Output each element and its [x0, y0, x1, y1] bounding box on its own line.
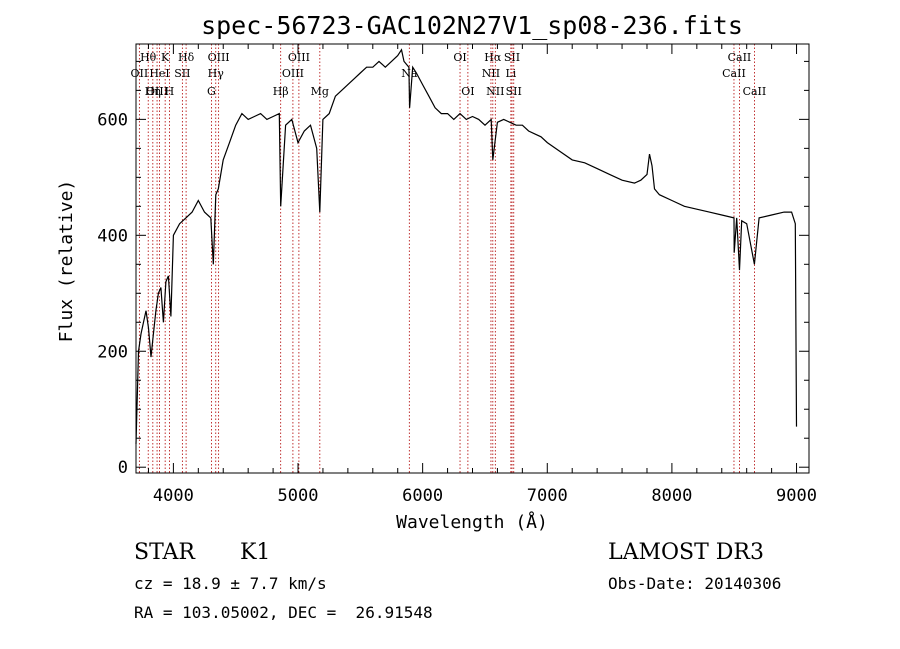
- ra-dec-coordinates: RA = 103.05002, DEC = 26.91548: [134, 603, 433, 622]
- spectral-lines-layer: Hθ OII OIII K HeI Hη H SII Hδ OIII Hγ G Hβ OIII OIII Mg…: [131, 44, 767, 473]
- spectral-line-label: Hδ: [178, 51, 195, 64]
- flux-series-line: [135, 48, 798, 445]
- y-tick-label: 400: [97, 226, 128, 246]
- spectral-line-label: K: [161, 51, 170, 64]
- x-tick-label: 8000: [651, 486, 692, 506]
- spectral-line-label: OIII: [208, 51, 230, 64]
- x-tick-label: 5000: [278, 486, 319, 506]
- spectral-line-label: Hβ: [273, 85, 289, 98]
- redshift-velocity: cz = 18.9 ± 7.7 km/s: [134, 574, 327, 593]
- spectral-line-label: NII: [482, 67, 500, 80]
- spectral-line-label: CaII: [722, 67, 746, 80]
- axis-ticks-layer: 4000 5000 6000 7000 8000 9000 0 200 400 600: [97, 44, 817, 506]
- observation-date: Obs-Date: 20140306: [608, 574, 782, 593]
- y-axis-label: Flux (relative): [56, 180, 77, 343]
- x-tick-label: 4000: [153, 486, 194, 506]
- spectral-line-label: OI: [453, 51, 466, 64]
- x-tick-label: 6000: [402, 486, 443, 506]
- plot-frame: [135, 43, 810, 474]
- survey-name: LAMOST DR3: [608, 540, 764, 565]
- spectral-line-label: OIII: [282, 67, 304, 80]
- spectral-line-label: OIII: [146, 85, 168, 98]
- x-tick-label: 7000: [527, 486, 568, 506]
- spectral-line-label: OI: [461, 85, 474, 98]
- spectral-line-label: Hθ: [140, 51, 157, 64]
- x-tick-label: 9000: [776, 486, 817, 506]
- chart-title: spec-56723-GAC102N27V1_sp08-236.fits: [201, 11, 743, 40]
- spectral-line-label: HeI: [149, 67, 169, 80]
- spectral-line-label: OII: [131, 67, 149, 80]
- spectral-line-label: NII: [486, 85, 504, 98]
- object-class: STAR: [134, 540, 195, 565]
- spectral-line-label: Hα: [484, 51, 502, 64]
- spectral-line-label: G: [207, 85, 216, 98]
- spectral-line-label: OIII: [288, 51, 310, 64]
- spectral-line-label: Hη: [145, 85, 161, 98]
- x-axis-label: Wavelength (Å): [396, 511, 548, 533]
- spectral-line-label: SII: [174, 67, 190, 80]
- y-tick-label: 0: [118, 458, 128, 478]
- spectral-line-label: Li: [505, 67, 516, 80]
- object-subclass: K1: [240, 540, 271, 565]
- spectral-line-label: SII: [504, 51, 520, 64]
- spectral-line-label: SII: [506, 85, 522, 98]
- spectral-line-label: H: [165, 85, 175, 98]
- spectral-line-label: Mg: [311, 85, 329, 98]
- spectral-line-label: CaII: [728, 51, 752, 64]
- y-tick-label: 600: [97, 110, 128, 130]
- y-tick-label: 200: [97, 342, 128, 362]
- spectral-line-label: Hγ: [208, 67, 225, 80]
- spectral-line-label: CaII: [743, 85, 767, 98]
